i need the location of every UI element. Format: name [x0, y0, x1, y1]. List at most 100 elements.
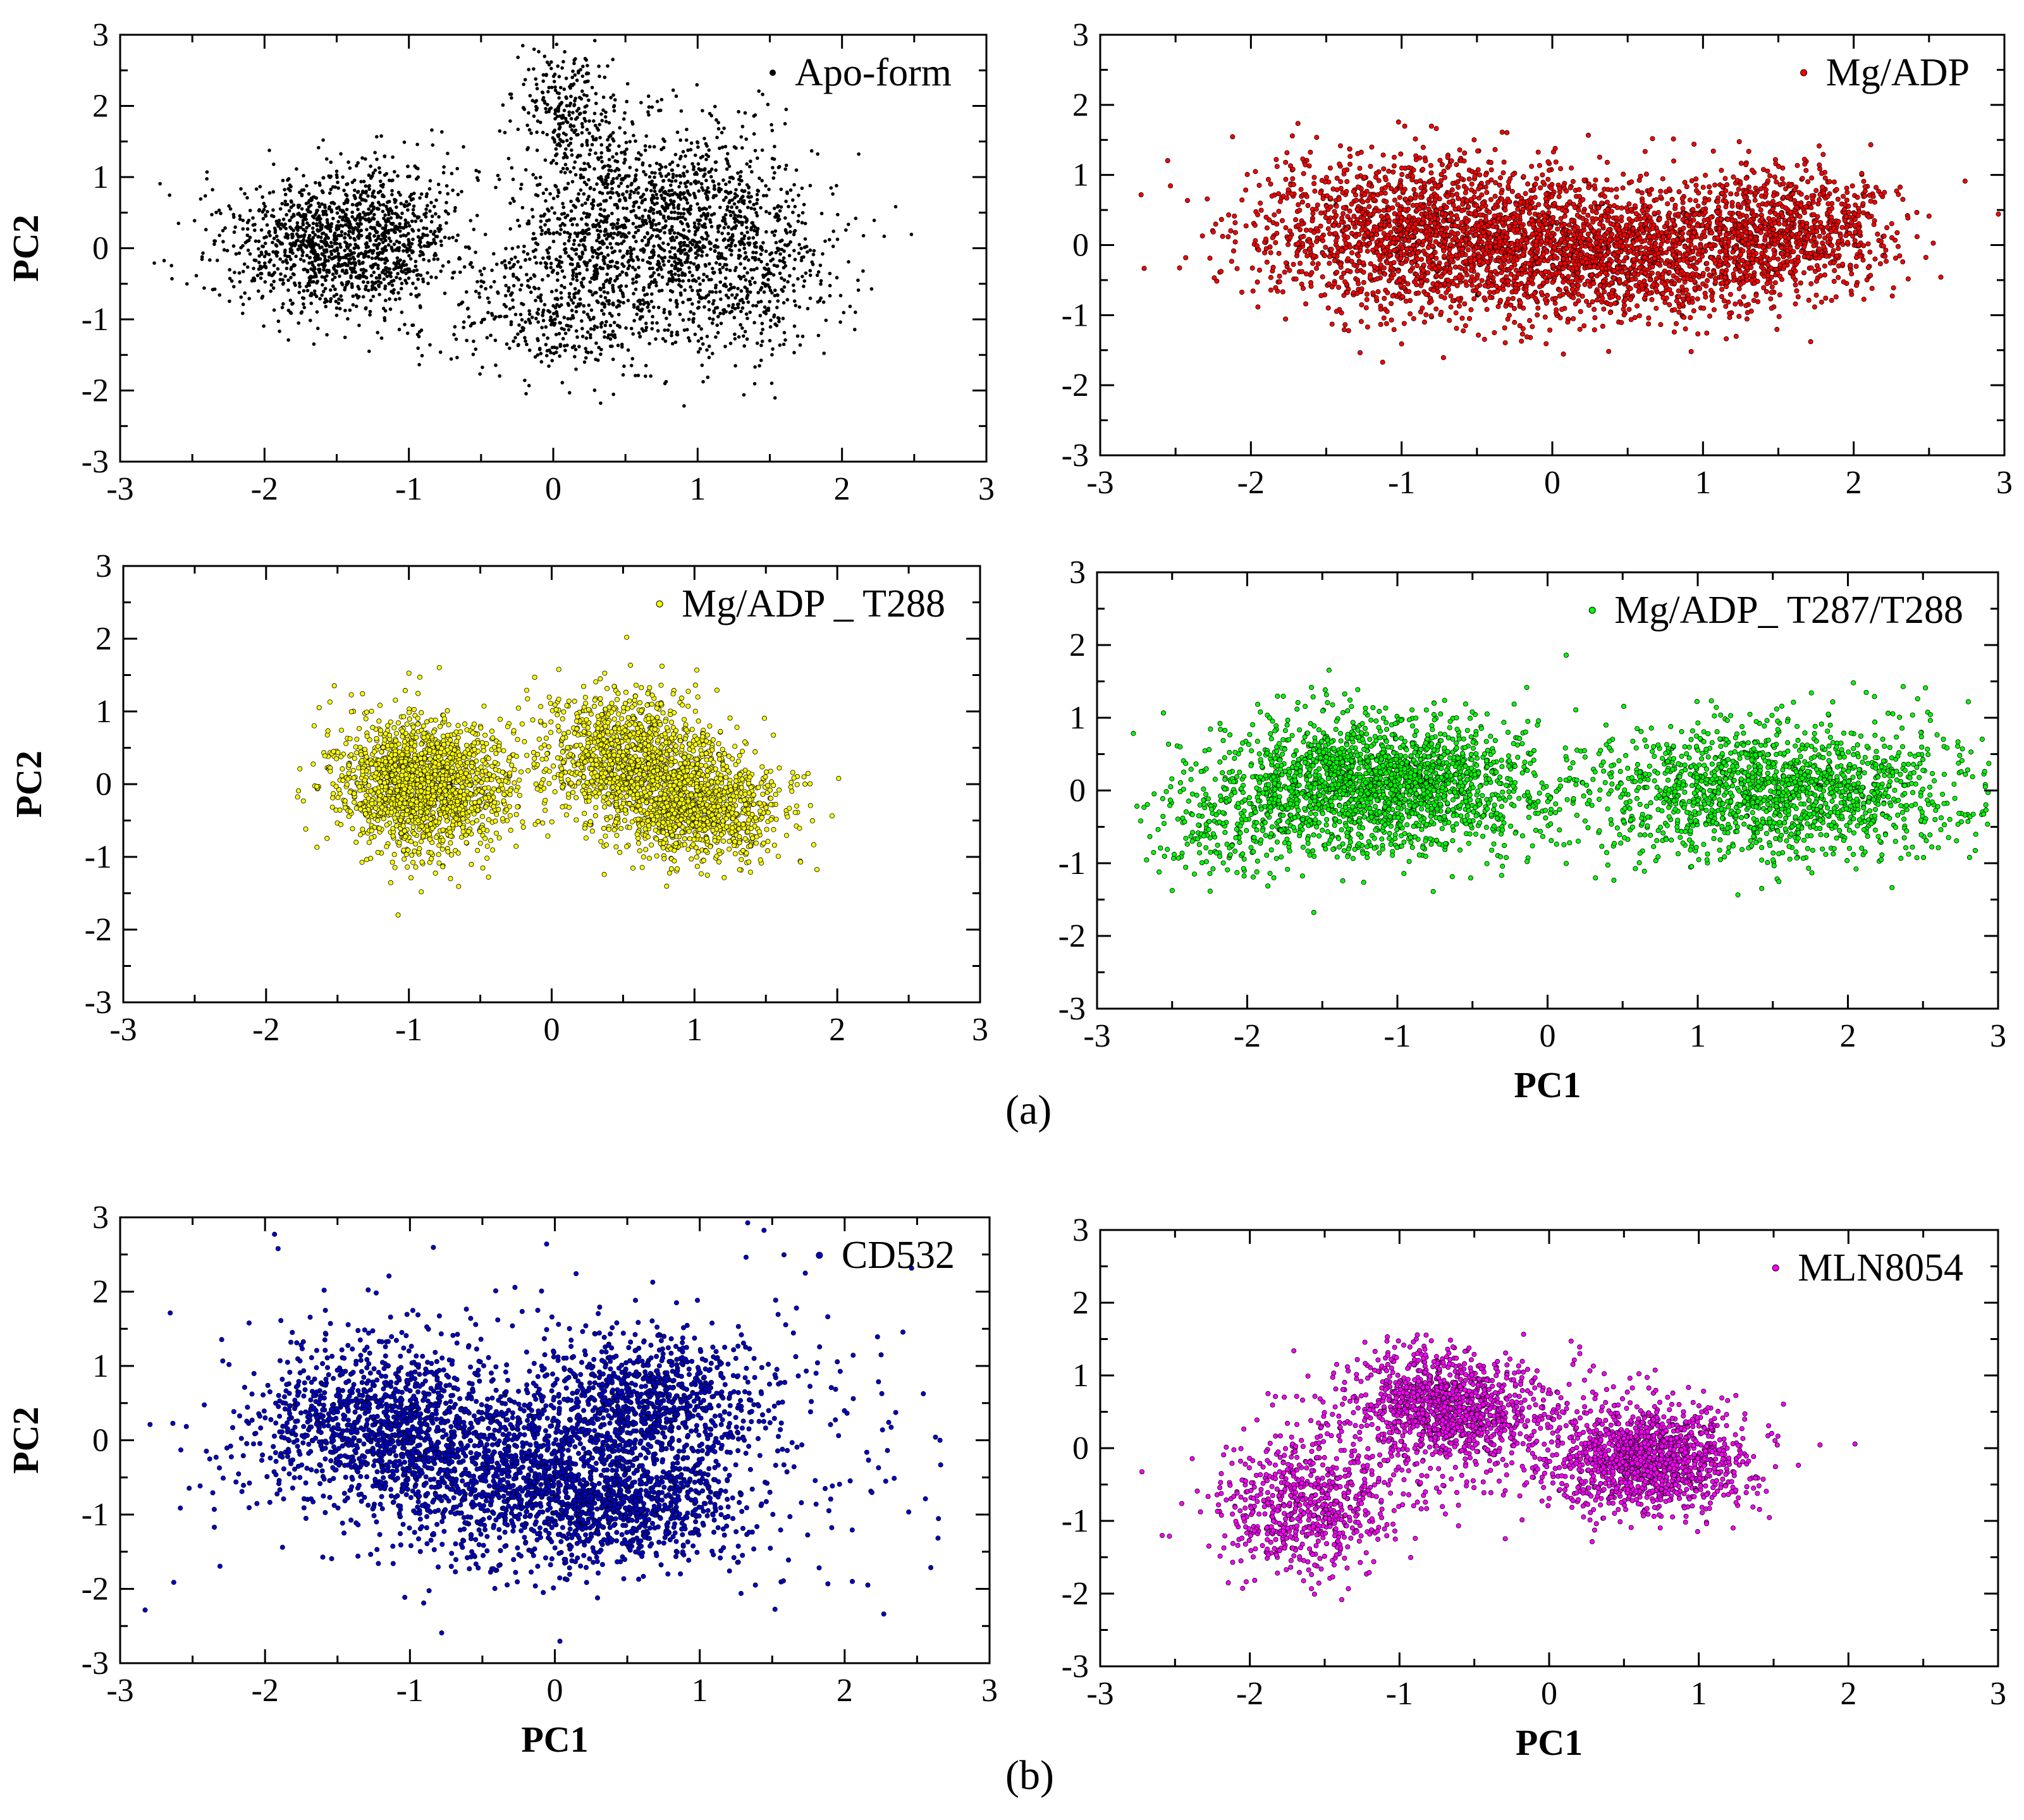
data-point [283, 200, 287, 204]
data-point [289, 267, 293, 271]
data-point [302, 174, 305, 178]
data-point [271, 241, 274, 245]
data-point [302, 188, 306, 192]
data-point [399, 216, 403, 220]
data-point [338, 215, 342, 219]
data-point [415, 273, 419, 277]
data-point [377, 191, 381, 195]
data-point [426, 204, 429, 207]
data-point [405, 281, 408, 285]
data-point [270, 283, 274, 287]
data-point [303, 233, 307, 237]
data-point [398, 259, 402, 262]
data-point [273, 309, 276, 312]
data-point [439, 350, 443, 354]
data-point [314, 242, 317, 246]
data-point [442, 171, 446, 175]
data-point [390, 179, 394, 183]
data-point [263, 261, 267, 265]
data-point [345, 242, 349, 245]
data-point [328, 271, 331, 274]
data-point [398, 241, 402, 245]
data-point [451, 188, 455, 192]
data-point [451, 236, 455, 240]
data-point [309, 267, 313, 271]
data-point [376, 207, 379, 211]
data-point [352, 231, 355, 235]
data-point [290, 233, 294, 237]
data-point [262, 217, 266, 221]
data-point [205, 177, 209, 181]
data-point [441, 264, 445, 268]
data-point [701, 364, 704, 367]
data-point [432, 205, 436, 209]
data-point [320, 252, 324, 256]
data-point [246, 266, 250, 269]
data-point [359, 202, 362, 206]
data-point [439, 240, 443, 243]
data-point [384, 245, 388, 249]
data-point [392, 261, 396, 265]
data-point [372, 234, 376, 238]
data-point [311, 231, 315, 235]
data-point [368, 237, 372, 240]
data-point [439, 269, 443, 273]
data-point [390, 193, 394, 197]
data-point [455, 239, 458, 243]
data-point [398, 246, 402, 250]
data-point [304, 218, 308, 221]
data-point [353, 270, 357, 274]
data-point [398, 277, 402, 281]
data-point [352, 295, 355, 298]
data-point [336, 211, 340, 215]
data-point [414, 286, 418, 290]
data-point [274, 231, 278, 235]
data-point [341, 210, 345, 214]
data-point [302, 259, 306, 263]
data-point [272, 215, 276, 219]
data-point [303, 306, 307, 310]
data-point [309, 274, 313, 278]
data-point [337, 227, 341, 231]
data-point [312, 248, 316, 252]
data-point [398, 328, 402, 331]
data-point [366, 194, 370, 198]
data-point [208, 258, 212, 262]
data-point [247, 297, 251, 300]
data-point [274, 252, 278, 255]
data-point [414, 219, 418, 223]
data-point [354, 218, 358, 222]
data-point [422, 258, 426, 262]
data-point [304, 214, 308, 218]
data-point [348, 243, 352, 247]
data-point [314, 181, 317, 185]
data-point [396, 174, 400, 178]
data-point [253, 228, 257, 232]
data-point [221, 229, 225, 233]
data-point [278, 329, 281, 333]
data-point [343, 288, 347, 292]
data-point [280, 223, 284, 226]
data-point [218, 293, 222, 297]
data-point [305, 254, 309, 257]
data-point [324, 305, 328, 309]
data-point [373, 281, 377, 285]
data-point [372, 213, 376, 217]
data-point [336, 255, 340, 259]
data-point [430, 128, 434, 132]
data-point [168, 194, 171, 197]
data-point [421, 233, 425, 237]
data-point [322, 231, 326, 235]
data-point [297, 321, 300, 325]
data-point [219, 212, 223, 216]
data-point [451, 276, 455, 280]
data-point [317, 181, 321, 185]
data-point [400, 287, 403, 291]
data-point [351, 267, 355, 271]
data-point [228, 268, 231, 272]
data-point [302, 238, 305, 242]
data-point [264, 280, 267, 284]
data-point [417, 363, 421, 367]
data-point [282, 218, 286, 221]
data-point [223, 248, 226, 252]
